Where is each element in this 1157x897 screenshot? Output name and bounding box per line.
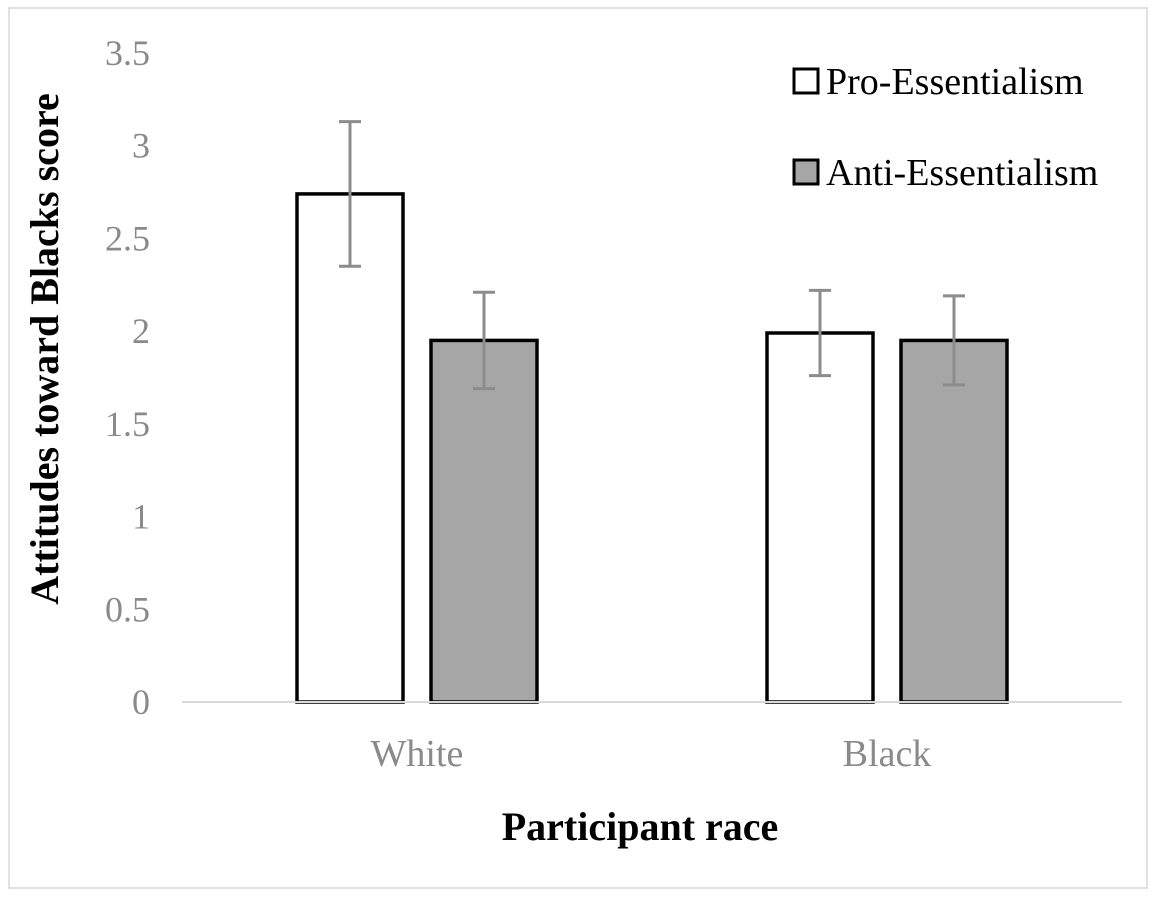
y-tick-label: 0.5 <box>105 589 150 629</box>
error-bar-anti-essentialism-black <box>943 294 965 387</box>
x-category-label: White <box>371 733 464 775</box>
bar-pro-essentialism-white <box>295 192 405 704</box>
y-tick-label: 2 <box>132 311 150 351</box>
y-tick-label: 2.5 <box>105 218 150 258</box>
y-tick-label: 3.5 <box>105 33 150 73</box>
legend-swatch <box>792 67 820 95</box>
legend-swatch <box>792 158 820 186</box>
y-axis-ticks: 0 0.5 1 1.5 2 2.5 3 3.5 <box>105 33 150 722</box>
x-axis-category-labels: White Black <box>371 733 932 775</box>
error-bars <box>339 120 965 391</box>
bar-pro-essentialism-black <box>765 331 875 704</box>
bar-anti-essentialism-black <box>899 338 1009 704</box>
legend-label: Pro-Essentialism <box>826 61 1084 103</box>
y-tick-label: 3 <box>132 126 150 166</box>
x-category-label: Black <box>843 733 932 775</box>
error-bar-pro-essentialism-white <box>339 120 361 268</box>
y-tick-label: 1.5 <box>105 404 150 444</box>
x-axis-title: Participant race <box>502 804 779 849</box>
y-tick-label: 0 <box>132 682 150 722</box>
y-axis-title: Attitudes toward Blacks score <box>22 93 67 604</box>
y-tick-label: 1 <box>132 497 150 537</box>
legend: Pro-Essentialism Anti-Essentialism <box>792 61 1098 194</box>
legend-label: Anti-Essentialism <box>826 152 1098 194</box>
bar-anti-essentialism-white <box>429 338 539 704</box>
error-bar-anti-essentialism-white <box>473 290 495 391</box>
error-bar-pro-essentialism-black <box>809 288 831 378</box>
